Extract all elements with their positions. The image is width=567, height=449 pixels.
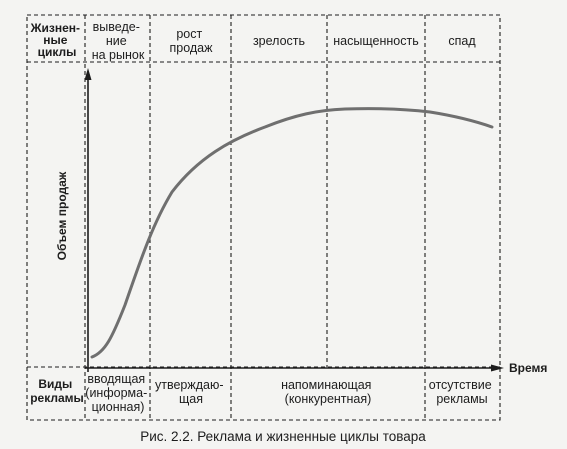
ad-informative-line-3: ционная) xyxy=(92,400,145,414)
life-cycles-label: Жизнен- ные циклы xyxy=(30,21,84,59)
life-cycles-line-2: ные xyxy=(43,33,67,47)
figure-caption: Рис. 2.2. Реклама и жизненные циклы това… xyxy=(140,429,426,444)
stage-intro-line-3: на рынок xyxy=(92,48,145,62)
ad-types-label: Виды рекламы xyxy=(30,377,84,405)
stage-saturation-line-1: насыщенность xyxy=(333,34,418,48)
ad-persuasive-line-2: щая xyxy=(179,392,203,406)
x-axis-arrow-icon xyxy=(491,364,504,372)
life-cycles-line-1: Жизнен- xyxy=(30,21,80,35)
ad-types-line-1: Виды xyxy=(38,377,72,391)
stage-growth-line-2: продаж xyxy=(169,41,213,55)
ad-reminder: напоминающая (конкурентная) xyxy=(281,378,375,406)
outer-frame xyxy=(26,14,501,421)
stage-growth: рост продаж xyxy=(169,27,213,55)
ad-persuasive-line-1: утверждаю- xyxy=(155,378,224,392)
ad-none: отсутствие рекламы xyxy=(429,378,495,406)
ad-types-line-2: рекламы xyxy=(30,391,84,405)
y-axis-arrow-icon xyxy=(84,68,92,80)
stage-intro-line-1: выведе- xyxy=(93,20,140,34)
stage-intro-line-2: ние xyxy=(106,34,127,48)
stage-maturity-line-1: зрелость xyxy=(253,34,305,48)
ad-none-line-2: рекламы xyxy=(436,392,487,406)
ad-persuasive: утверждаю- щая xyxy=(155,378,227,406)
sales-curve xyxy=(90,107,494,359)
stage-growth-line-1: рост xyxy=(176,27,202,41)
ad-reminder-line-2: (конкурентная) xyxy=(285,392,372,406)
stage-intro: выведе- ние на рынок xyxy=(92,20,145,62)
x-axis-label: Время xyxy=(509,361,547,375)
life-cycles-line-3: циклы xyxy=(38,45,77,59)
ad-informative-line-1: вводящая xyxy=(87,372,145,386)
y-axis-label: Объем продаж xyxy=(55,171,69,260)
stage-maturity: зрелость xyxy=(253,34,305,48)
ad-none-line-1: отсутствие xyxy=(429,378,492,392)
stage-decline: спад xyxy=(448,34,476,48)
stage-saturation: насыщенность xyxy=(333,34,418,48)
ad-informative-line-2: (информа- xyxy=(85,386,147,400)
ad-reminder-line-1: напоминающая xyxy=(281,378,371,392)
stage-decline-line-1: спад xyxy=(448,34,476,48)
ad-informative: вводящая (информа- ционная) xyxy=(85,372,150,414)
